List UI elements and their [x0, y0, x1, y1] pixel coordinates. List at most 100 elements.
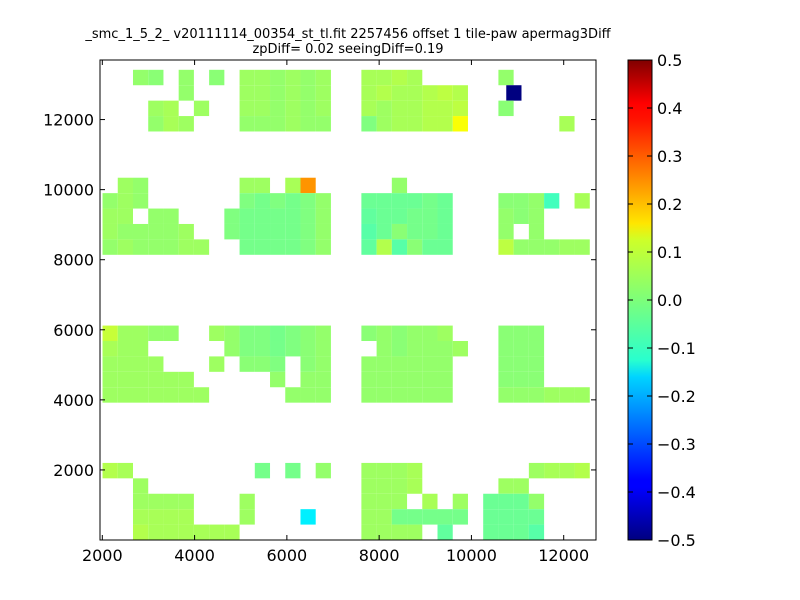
heatmap-cell — [422, 493, 438, 510]
x-tick-label: 8000 — [359, 546, 400, 565]
heatmap-cell — [376, 239, 392, 255]
x-tick-label: 10000 — [446, 546, 497, 565]
heatmap-cell — [148, 493, 164, 510]
heatmap-cell — [132, 239, 149, 255]
heatmap-cell — [300, 85, 316, 101]
heatmap-cell — [239, 177, 255, 194]
heatmap-cell — [452, 85, 468, 101]
heatmap-cell — [178, 239, 194, 255]
heatmap-cell — [513, 387, 529, 403]
heatmap-cell — [437, 223, 453, 240]
heatmap-cell — [254, 116, 271, 132]
heatmap-cell — [239, 340, 255, 357]
heatmap-cell — [163, 325, 179, 341]
heatmap-cell — [315, 208, 331, 224]
heatmap-cell — [117, 371, 133, 388]
heatmap-cell — [407, 356, 423, 372]
heatmap-cell — [209, 524, 225, 540]
heatmap-cell — [407, 325, 423, 341]
heatmap-cell — [132, 177, 149, 194]
heatmap-cell — [376, 462, 392, 479]
heatmap-cell — [148, 116, 164, 132]
heatmap-cell — [285, 340, 301, 357]
heatmap-cell — [498, 340, 514, 357]
heatmap-cell — [270, 100, 286, 117]
heatmap-cell — [376, 340, 392, 357]
heatmap-cell — [132, 478, 149, 494]
heatmap-cell — [544, 387, 560, 403]
heatmap-cell — [437, 524, 453, 540]
heatmap-cell — [285, 208, 301, 224]
heatmap-cell — [407, 208, 423, 224]
heatmap-cell — [498, 509, 514, 525]
x-tick-label: 4000 — [174, 546, 215, 565]
heatmap-cell — [285, 85, 301, 101]
heatmap-cell — [391, 371, 408, 388]
heatmap-cell — [528, 493, 545, 510]
heatmap-cell — [300, 340, 316, 357]
heatmap-cell — [224, 208, 240, 224]
heatmap-cell — [254, 356, 271, 372]
heatmap-cell — [407, 239, 423, 255]
heatmap-cell — [391, 325, 408, 341]
heatmap-cell — [315, 85, 331, 101]
heatmap-cell — [315, 371, 331, 388]
heatmap-cell — [300, 100, 316, 117]
heatmap-cell — [209, 325, 225, 341]
heatmap-cells — [102, 69, 590, 540]
heatmap-cell — [498, 239, 514, 255]
heatmap-cell — [239, 208, 255, 224]
heatmap-cell — [361, 239, 377, 255]
heatmap-cell — [102, 325, 118, 341]
heatmap-cell — [559, 116, 575, 132]
heatmap-cell — [300, 325, 316, 341]
heatmap-cell — [132, 193, 149, 209]
heatmap-cell — [544, 193, 560, 209]
heatmap-cell — [132, 223, 149, 240]
heatmap-cell — [498, 208, 514, 224]
heatmap-cell — [254, 462, 271, 479]
heatmap-cell — [483, 524, 499, 540]
heatmap-cell — [391, 100, 408, 117]
heatmap-cell — [209, 356, 225, 372]
heatmap-cell — [148, 371, 164, 388]
heatmap-cell — [437, 193, 453, 209]
heatmap-cell — [285, 239, 301, 255]
heatmap-cell — [148, 239, 164, 255]
heatmap-cell — [376, 371, 392, 388]
heatmap-cell — [270, 223, 286, 240]
heatmap-cell — [315, 462, 331, 479]
heatmap-cell — [254, 208, 271, 224]
heatmap-cell — [315, 356, 331, 372]
colorbar-tick-label: −0.3 — [657, 435, 696, 454]
heatmap-cell — [391, 239, 408, 255]
heatmap-cell — [376, 85, 392, 101]
heatmap-cell — [376, 69, 392, 86]
colorbar-tick-label: 0.3 — [657, 147, 682, 166]
heatmap-cell — [376, 208, 392, 224]
heatmap-cell — [270, 239, 286, 255]
heatmap-cell — [437, 356, 453, 372]
heatmap-cell — [528, 325, 545, 341]
heatmap-cell — [574, 193, 590, 209]
heatmap-cell — [513, 340, 529, 357]
heatmap-cell — [391, 340, 408, 357]
heatmap-cell — [239, 239, 255, 255]
heatmap-cell — [422, 100, 438, 117]
x-axis: 2000 4000 6000 8000 10000 12000 — [82, 60, 589, 565]
heatmap-cell — [452, 493, 468, 510]
colorbar-tick-label: −0.5 — [657, 531, 696, 550]
heatmap-cell — [437, 85, 453, 101]
heatmap-cell — [163, 524, 179, 540]
heatmap-cell — [407, 100, 423, 117]
heatmap-cell — [483, 509, 499, 525]
heatmap-cell — [498, 100, 514, 117]
heatmap-cell — [315, 116, 331, 132]
heatmap-cell — [178, 387, 194, 403]
heatmap-cell — [361, 116, 377, 132]
heatmap-cell — [376, 387, 392, 403]
heatmap-cell — [132, 69, 149, 86]
heatmap-cell — [528, 340, 545, 357]
heatmap-cell — [239, 116, 255, 132]
heatmap-cell — [407, 116, 423, 132]
